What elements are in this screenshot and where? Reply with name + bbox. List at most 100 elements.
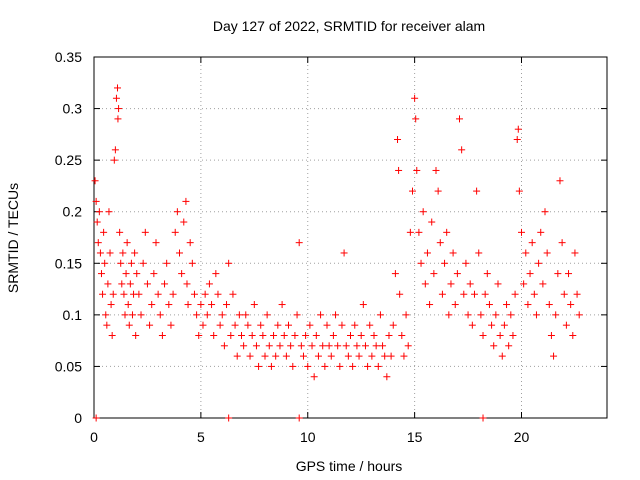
- data-point: [468, 321, 476, 329]
- data-point: [402, 311, 410, 319]
- data-point: [449, 249, 457, 257]
- data-point: [125, 321, 133, 329]
- x-tick-label: 0: [90, 429, 98, 445]
- data-point: [161, 280, 169, 288]
- data-point: [443, 228, 451, 236]
- data-point: [114, 115, 122, 123]
- x-tick-label: 10: [300, 429, 316, 445]
- data-point: [349, 362, 357, 370]
- data-point: [205, 280, 213, 288]
- data-point: [280, 331, 288, 339]
- data-point: [398, 331, 406, 339]
- data-point: [218, 311, 226, 319]
- data-point: [423, 249, 431, 257]
- data-point: [364, 362, 372, 370]
- data-point: [562, 321, 570, 329]
- data-point: [116, 228, 124, 236]
- data-point: [225, 259, 233, 267]
- data-point: [242, 311, 250, 319]
- data-point: [391, 270, 399, 278]
- data-point: [250, 301, 258, 309]
- data-point: [304, 362, 312, 370]
- data-point: [485, 301, 493, 309]
- data-point: [227, 331, 235, 339]
- x-tick-label: 5: [197, 429, 205, 445]
- data-point: [573, 290, 581, 298]
- data-point: [376, 311, 384, 319]
- data-point: [494, 280, 502, 288]
- data-point: [119, 249, 127, 257]
- data-point: [560, 290, 568, 298]
- data-point: [479, 331, 487, 339]
- data-point: [184, 301, 192, 309]
- data-point: [513, 136, 521, 144]
- data-point: [464, 311, 472, 319]
- data-point: [265, 342, 273, 350]
- data-point: [466, 280, 474, 288]
- data-point: [137, 311, 145, 319]
- data-point: [456, 115, 464, 123]
- data-point: [526, 270, 534, 278]
- data-point: [105, 208, 113, 216]
- data-point: [447, 280, 455, 288]
- data-point: [492, 311, 500, 319]
- data-point: [445, 311, 453, 319]
- data-point: [406, 228, 414, 236]
- x-tick-label: 20: [514, 429, 530, 445]
- y-tick-label: 0.1: [63, 307, 83, 323]
- data-point: [306, 321, 314, 329]
- x-tick-label: 15: [407, 429, 423, 445]
- data-point: [575, 311, 583, 319]
- data-point: [412, 115, 420, 123]
- grid-lines: [94, 57, 607, 418]
- data-point: [183, 280, 191, 288]
- data-point: [123, 239, 131, 247]
- data-point: [383, 373, 391, 381]
- data-point: [126, 280, 134, 288]
- data-point: [314, 352, 322, 360]
- y-tick-label: 0.2: [63, 204, 83, 220]
- data-point: [103, 321, 111, 329]
- y-tick-label: 0.15: [55, 255, 82, 271]
- data-point: [178, 270, 186, 278]
- data-point: [210, 331, 218, 339]
- data-point: [237, 331, 245, 339]
- data-point: [490, 342, 498, 350]
- data-point: [334, 342, 342, 350]
- data-point: [342, 342, 350, 350]
- data-point: [327, 352, 335, 360]
- data-point: [120, 290, 128, 298]
- data-point: [252, 342, 260, 350]
- data-point: [106, 249, 114, 257]
- data-point: [282, 352, 290, 360]
- data-point: [438, 290, 446, 298]
- data-point: [112, 94, 120, 102]
- data-point: [167, 321, 175, 329]
- data-point: [180, 218, 188, 226]
- data-point: [143, 280, 151, 288]
- data-point: [186, 239, 194, 247]
- data-point: [171, 228, 179, 236]
- data-point: [413, 166, 421, 174]
- data-point: [287, 342, 295, 350]
- data-point: [361, 342, 369, 350]
- data-point: [93, 218, 101, 226]
- data-point: [477, 311, 485, 319]
- data-point: [141, 228, 149, 236]
- data-point: [359, 301, 367, 309]
- data-point: [188, 259, 196, 267]
- data-point: [132, 331, 140, 339]
- data-point: [109, 290, 117, 298]
- data-point: [91, 177, 99, 185]
- data-point: [173, 208, 181, 216]
- data-point: [312, 331, 320, 339]
- data-point: [351, 321, 359, 329]
- data-point: [154, 290, 162, 298]
- data-point: [515, 187, 523, 195]
- data-point: [507, 311, 515, 319]
- data-point: [100, 228, 108, 236]
- data-point: [176, 249, 183, 257]
- data-point: [297, 342, 305, 350]
- data-point: [117, 259, 125, 267]
- data-point: [114, 84, 122, 92]
